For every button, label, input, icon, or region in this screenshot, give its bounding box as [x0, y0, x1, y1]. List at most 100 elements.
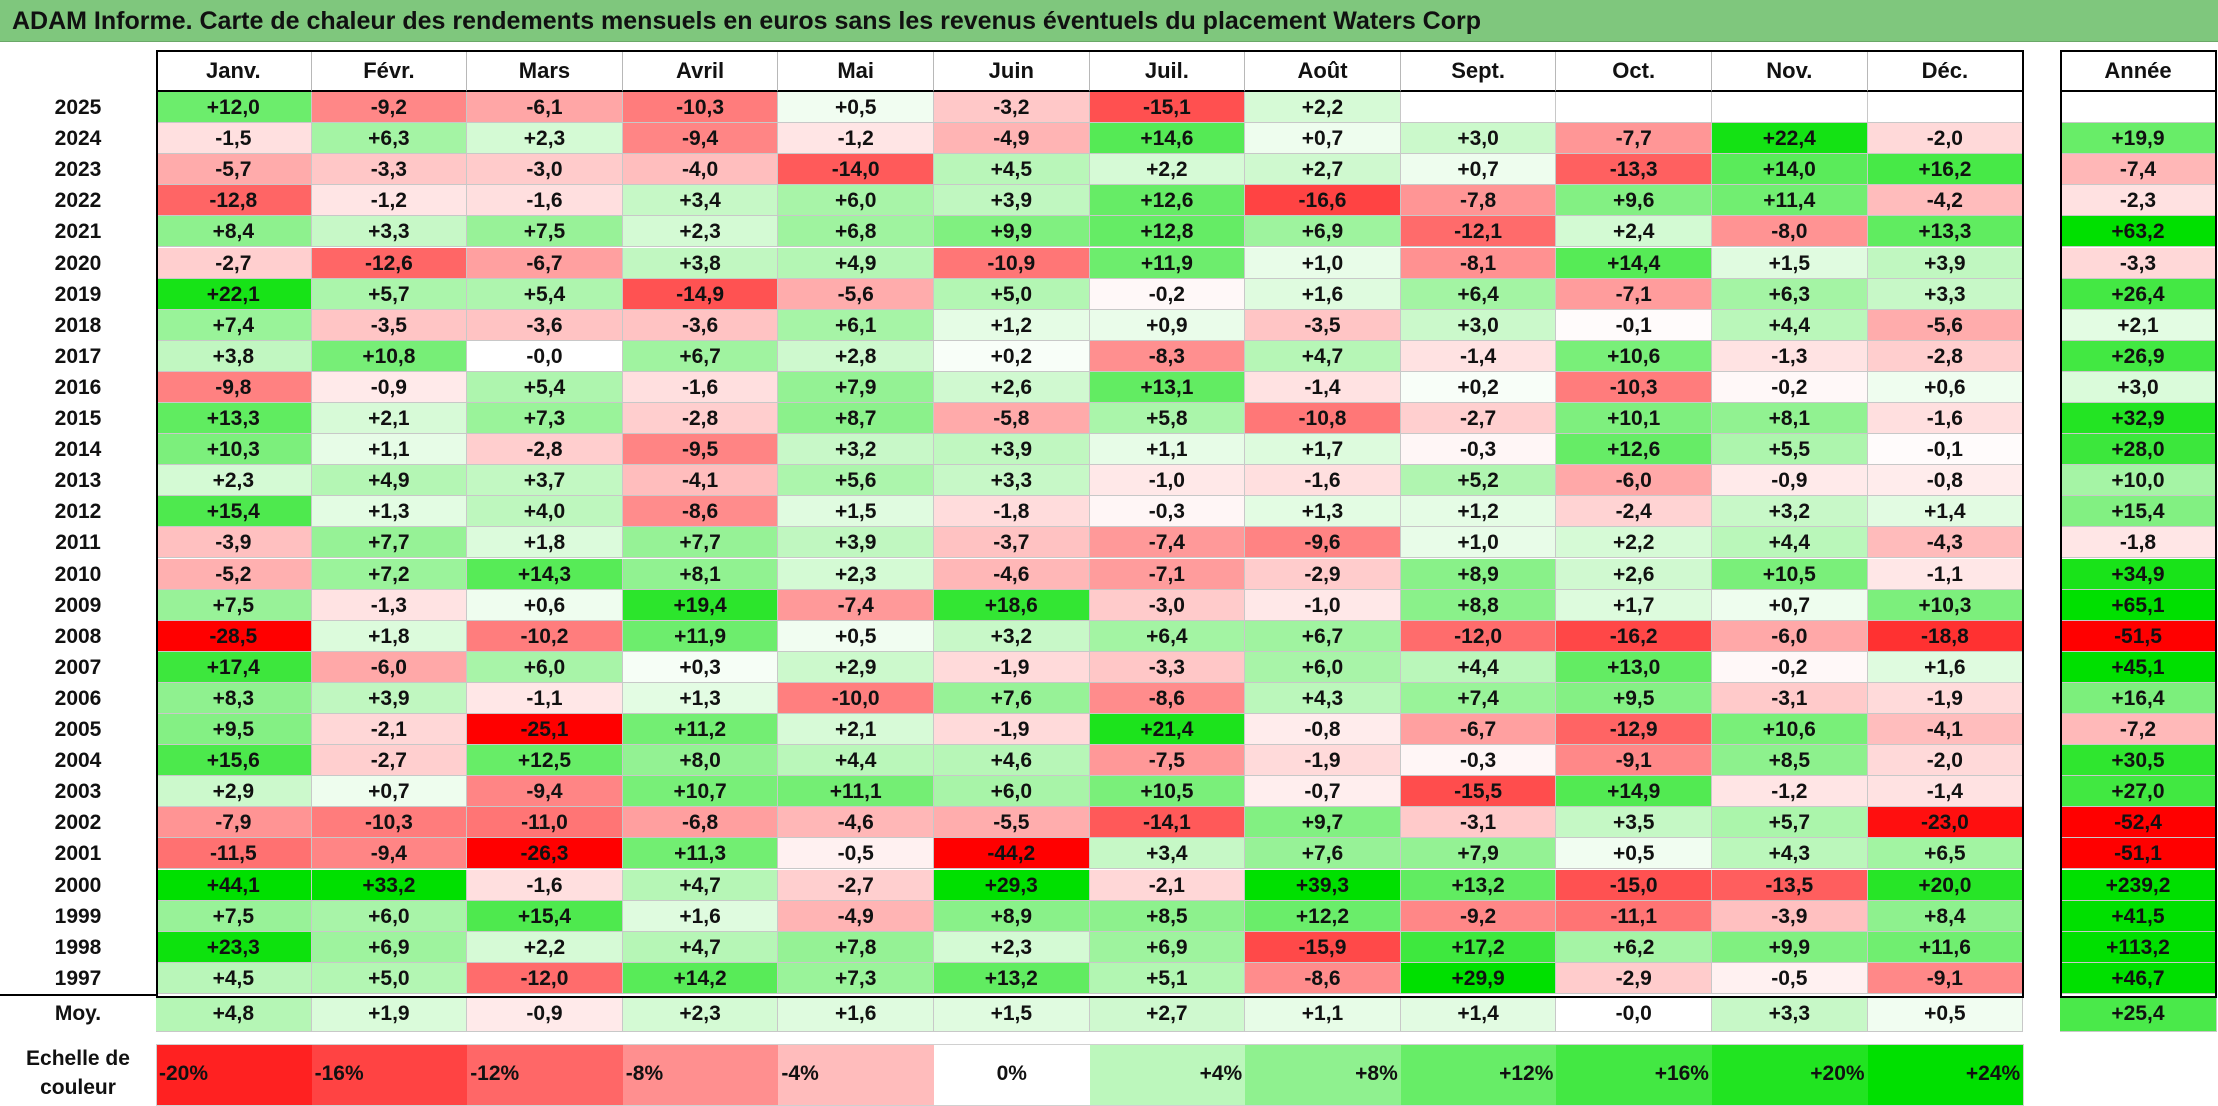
heatmap-cell: -9,1: [1867, 962, 2024, 994]
heatmap-cell: -1,6: [467, 185, 623, 217]
heatmap-cell: -2,4: [1556, 496, 1712, 528]
annual-cell: +30,5: [2060, 745, 2217, 777]
heatmap-cell: +9,6: [1556, 185, 1712, 217]
heatmap-cell: -1,9: [1245, 745, 1401, 777]
heatmap-cell: +6,2: [1556, 931, 1712, 963]
heatmap-cell: +9,5: [156, 714, 312, 746]
year-label: 2006: [54, 686, 102, 710]
heatmap-cell: +13,3: [156, 403, 312, 435]
annual-header: Année: [2060, 50, 2217, 92]
heatmap-cell: +4,9: [311, 465, 468, 497]
heatmap-cell: -1,3: [311, 589, 468, 621]
heatmap-cell: -7,7: [1556, 123, 1712, 155]
heatmap-cell: +1,5: [778, 496, 934, 528]
heatmap-cell: -7,5: [1089, 745, 1246, 777]
heatmap-cell: +3,2: [934, 620, 1090, 652]
year-label: 2024: [54, 127, 102, 151]
heatmap-cell: +1,2: [1400, 496, 1557, 528]
heatmap-cell: +6,4: [1089, 620, 1246, 652]
heatmap-cell: +0,5: [1556, 838, 1712, 870]
heatmap-cell: +2,3: [622, 216, 779, 248]
heatmap-cell: +1,3: [1245, 496, 1401, 528]
color-scale-step: -4%: [778, 1044, 934, 1106]
annual-cell: -3,3: [2060, 247, 2217, 279]
heatmap-cell: +33,2: [311, 869, 468, 901]
heatmap-cell: [1400, 92, 1557, 124]
annual-cell: +34,9: [2060, 558, 2217, 590]
heatmap-cell: +5,6: [778, 465, 934, 497]
heatmap-cell: +44,1: [156, 869, 312, 901]
heatmap-cell: -4,6: [778, 807, 934, 839]
heatmap-cell: +1,8: [467, 527, 623, 559]
color-scale-step: +16%: [1556, 1044, 1712, 1106]
heatmap-cell: +9,9: [934, 216, 1090, 248]
heatmap-cell: -7,8: [1400, 185, 1557, 217]
heatmap-cell: +10,5: [1712, 558, 1868, 590]
heatmap-cell: +29,9: [1400, 962, 1557, 994]
heatmap-cell: +7,5: [467, 216, 623, 248]
heatmap-cell: +9,5: [1556, 682, 1712, 714]
average-cell: +2,7: [1089, 996, 1246, 1032]
color-scale-label-line2: couleur: [40, 1076, 116, 1099]
heatmap-cell: -15,5: [1400, 776, 1557, 808]
heatmap-cell: +14,9: [1556, 776, 1712, 808]
heatmap-cell: -9,4: [622, 123, 779, 155]
year-label: 2005: [54, 718, 102, 741]
heatmap-cell: -3,6: [622, 309, 779, 341]
heatmap-cell: +10,7: [622, 776, 779, 808]
heatmap-cell: -10,2: [467, 620, 623, 652]
heatmap-cell: +2,4: [1556, 216, 1712, 248]
heatmap-cell: -2,9: [1556, 962, 1712, 994]
heatmap-cell: -12,0: [1400, 620, 1557, 652]
heatmap-cell: -6,7: [1400, 714, 1557, 746]
heatmap-cell: -2,8: [622, 403, 779, 435]
heatmap-cell: +13,2: [1400, 869, 1557, 901]
year-label: 2020: [54, 251, 102, 275]
heatmap-cell: -0,5: [778, 838, 934, 870]
year-label: 2004: [54, 749, 102, 773]
heatmap-cell: +4,4: [1712, 527, 1868, 559]
heatmap-cell: +2,1: [311, 403, 468, 435]
heatmap-cell: -11,1: [1556, 900, 1712, 932]
annual-cell: +239,2: [2060, 869, 2217, 901]
year-label: 2018: [54, 313, 102, 337]
year-label: 2003: [54, 780, 102, 804]
heatmap-cell: +19,4: [622, 589, 779, 621]
heatmap-cell: +3,2: [778, 434, 934, 466]
heatmap-cell: -1,9: [1867, 682, 2024, 714]
heatmap-cell: +8,1: [1712, 403, 1868, 435]
month-header: Déc.: [1867, 50, 2024, 92]
heatmap-cell: +6,3: [311, 123, 468, 155]
heatmap-cell: +7,6: [934, 682, 1090, 714]
month-header: Févr.: [311, 50, 468, 92]
heatmap-cell: +1,4: [1867, 496, 2024, 528]
average-cell: +1,9: [311, 996, 468, 1032]
heatmap-cell: -25,1: [467, 714, 623, 746]
heatmap-cell: -0,9: [1712, 465, 1868, 497]
heatmap-cell: +12,6: [1556, 434, 1712, 466]
heatmap-cell: +4,4: [1400, 651, 1557, 683]
heatmap-cell: +0,7: [1712, 589, 1868, 621]
heatmap-cell: -0,7: [1245, 776, 1401, 808]
heatmap-cell: -8,6: [622, 496, 779, 528]
annual-cell: +41,5: [2060, 900, 2217, 932]
heatmap-cell: +3,9: [1867, 247, 2024, 279]
heatmap-cell: -6,0: [311, 651, 468, 683]
heatmap-cell: +6,1: [778, 309, 934, 341]
annual-cell: -1,8: [2060, 527, 2217, 559]
heatmap-cell: -9,1: [1556, 745, 1712, 777]
year-label: 2008: [54, 624, 102, 648]
average-cell: +1,1: [1245, 996, 1401, 1032]
color-scale-step: +20%: [1712, 1044, 1868, 1106]
heatmap-cell: +4,9: [778, 247, 934, 279]
color-scale-step: -20%: [156, 1044, 312, 1106]
annual-cell: -51,5: [2060, 620, 2217, 652]
heatmap-cell: +5,7: [1712, 807, 1868, 839]
heatmap-cell: -1,3: [1712, 340, 1868, 372]
heatmap-cell: +8,4: [1867, 900, 2024, 932]
average-cell: +3,3: [1712, 996, 1868, 1032]
heatmap-cell: -13,3: [1556, 154, 1712, 186]
heatmap-cell: -1,4: [1400, 340, 1557, 372]
heatmap-cell: -3,3: [1089, 651, 1246, 683]
heatmap-cell: +0,6: [1867, 371, 2024, 403]
